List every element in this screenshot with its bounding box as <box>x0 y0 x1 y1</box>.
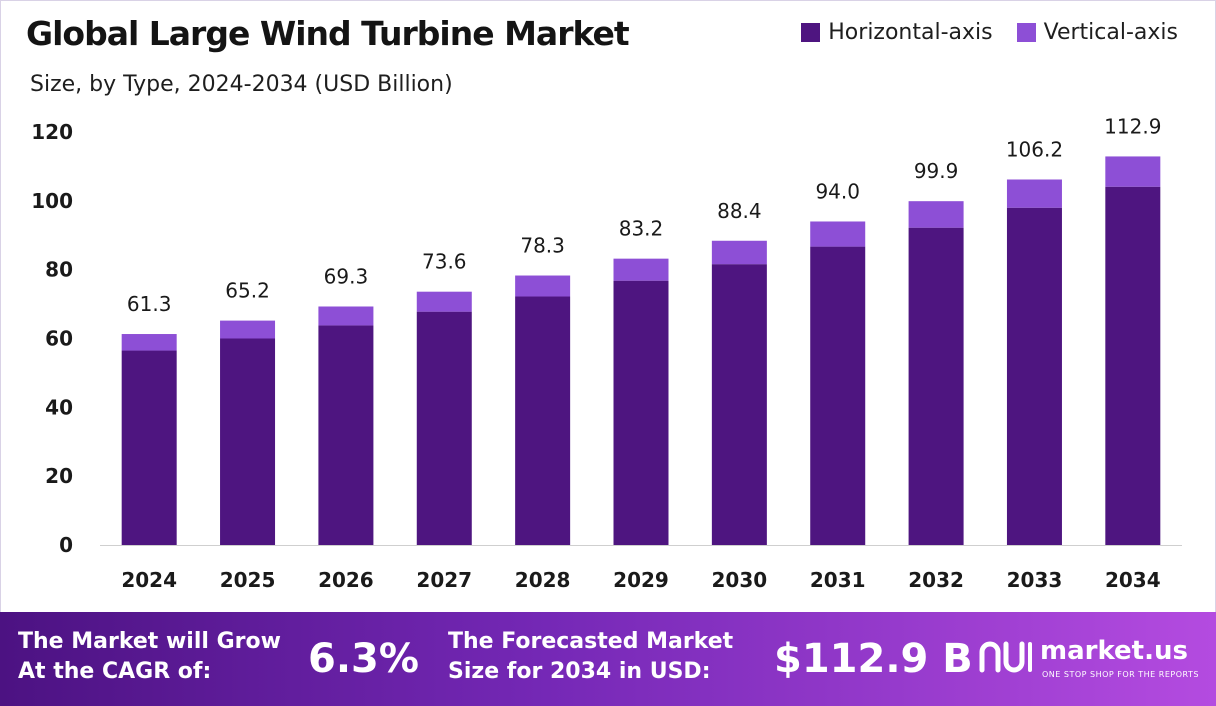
bar-segment-vertical-axis-2027 <box>416 291 472 312</box>
y-tick-label: 80 <box>45 258 73 282</box>
bar-segment-horizontal-axis-2027 <box>416 311 472 545</box>
bar-segment-vertical-axis-2024 <box>121 334 177 351</box>
legend-swatch-horizontal-axis <box>801 23 821 42</box>
brand-name: market.us <box>1040 636 1188 666</box>
x-tick-label-2030: 2030 <box>712 568 768 592</box>
data-label-2025: 65.2 <box>225 279 270 303</box>
chart-subtitle: Size, by Type, 2024-2034 (USD Billion) <box>30 72 453 97</box>
footer-banner: The Market will Grow At the CAGR of: 6.3… <box>0 612 1216 706</box>
x-tick-label-2027: 2027 <box>416 568 472 592</box>
data-label-2034: 112.9 <box>1104 114 1161 138</box>
data-label-2026: 69.3 <box>324 264 369 288</box>
x-tick-label-2034: 2034 <box>1105 568 1161 592</box>
legend-item-horizontal-axis: Horizontal-axis <box>801 20 993 45</box>
y-tick-label: 60 <box>45 327 73 351</box>
bar-segment-horizontal-axis-2024 <box>121 350 177 545</box>
data-label-2032: 99.9 <box>914 159 959 183</box>
legend: Horizontal-axis Vertical-axis <box>801 20 1178 45</box>
legend-label-horizontal-axis: Horizontal-axis <box>828 20 993 45</box>
bar-segment-vertical-axis-2028 <box>515 275 571 297</box>
y-tick-label: 40 <box>45 395 73 419</box>
x-tick-label-2028: 2028 <box>515 568 571 592</box>
bar-segment-horizontal-axis-2028 <box>515 296 571 545</box>
bar-segment-vertical-axis-2029 <box>613 258 669 281</box>
bar-segment-horizontal-axis-2029 <box>613 280 669 545</box>
y-tick-label: 0 <box>59 533 73 557</box>
cagr-label: The Market will Grow At the CAGR of: <box>18 629 281 684</box>
data-label-2027: 73.6 <box>422 250 467 274</box>
y-tick-label: 100 <box>31 189 73 213</box>
x-tick-label-2025: 2025 <box>220 568 276 592</box>
bar-segment-vertical-axis-2032 <box>908 201 964 228</box>
bar-segment-horizontal-axis-2030 <box>711 264 767 545</box>
forecast-label: The Forecasted Market Size for 2034 in U… <box>448 629 734 684</box>
forecast-value: $112.9 B <box>774 636 973 682</box>
market-us-logo-icon <box>979 641 1032 673</box>
bar-segment-horizontal-axis-2034 <box>1105 186 1161 545</box>
bar-segment-horizontal-axis-2025 <box>220 338 276 545</box>
cagr-value: 6.3% <box>308 636 419 682</box>
x-tick-label-2026: 2026 <box>318 568 374 592</box>
bar-segment-vertical-axis-2034 <box>1105 156 1161 187</box>
data-label-2033: 106.2 <box>1006 137 1063 161</box>
bar-segment-horizontal-axis-2032 <box>908 227 964 545</box>
legend-item-vertical-axis: Vertical-axis <box>1016 20 1178 45</box>
x-tick-label-2033: 2033 <box>1007 568 1063 592</box>
brand-tagline: ONE STOP SHOP FOR THE REPORTS <box>1042 670 1199 679</box>
bar-segment-horizontal-axis-2026 <box>318 325 374 545</box>
data-label-2029: 83.2 <box>619 217 664 241</box>
bar-segment-horizontal-axis-2031 <box>810 246 866 546</box>
x-tick-label-2032: 2032 <box>908 568 964 592</box>
bar-segment-vertical-axis-2031 <box>810 221 866 247</box>
data-label-2024: 61.3 <box>127 292 172 316</box>
bar-segment-horizontal-axis-2033 <box>1006 207 1062 545</box>
data-label-2031: 94.0 <box>815 179 860 203</box>
data-label-2028: 78.3 <box>520 234 565 258</box>
chart-title: Global Large Wind Turbine Market <box>26 14 630 53</box>
data-label-2030: 88.4 <box>717 199 762 223</box>
x-tick-label-2031: 2031 <box>810 568 866 592</box>
bar-segment-vertical-axis-2030 <box>711 240 767 265</box>
legend-swatch-vertical-axis <box>1016 23 1036 42</box>
bar-segment-vertical-axis-2025 <box>220 320 276 339</box>
legend-label-vertical-axis: Vertical-axis <box>1043 20 1178 45</box>
y-tick-label: 20 <box>45 464 73 488</box>
x-tick-label-2024: 2024 <box>121 568 177 592</box>
bar-chart: 0 20 40 60 80 100 120 61.3 2024 65.2 2025 69.3 2026 7… <box>31 114 1182 592</box>
x-tick-label-2029: 2029 <box>613 568 669 592</box>
bar-segment-vertical-axis-2033 <box>1006 179 1062 208</box>
bar-segment-vertical-axis-2026 <box>318 306 374 326</box>
y-tick-label: 120 <box>31 120 73 144</box>
